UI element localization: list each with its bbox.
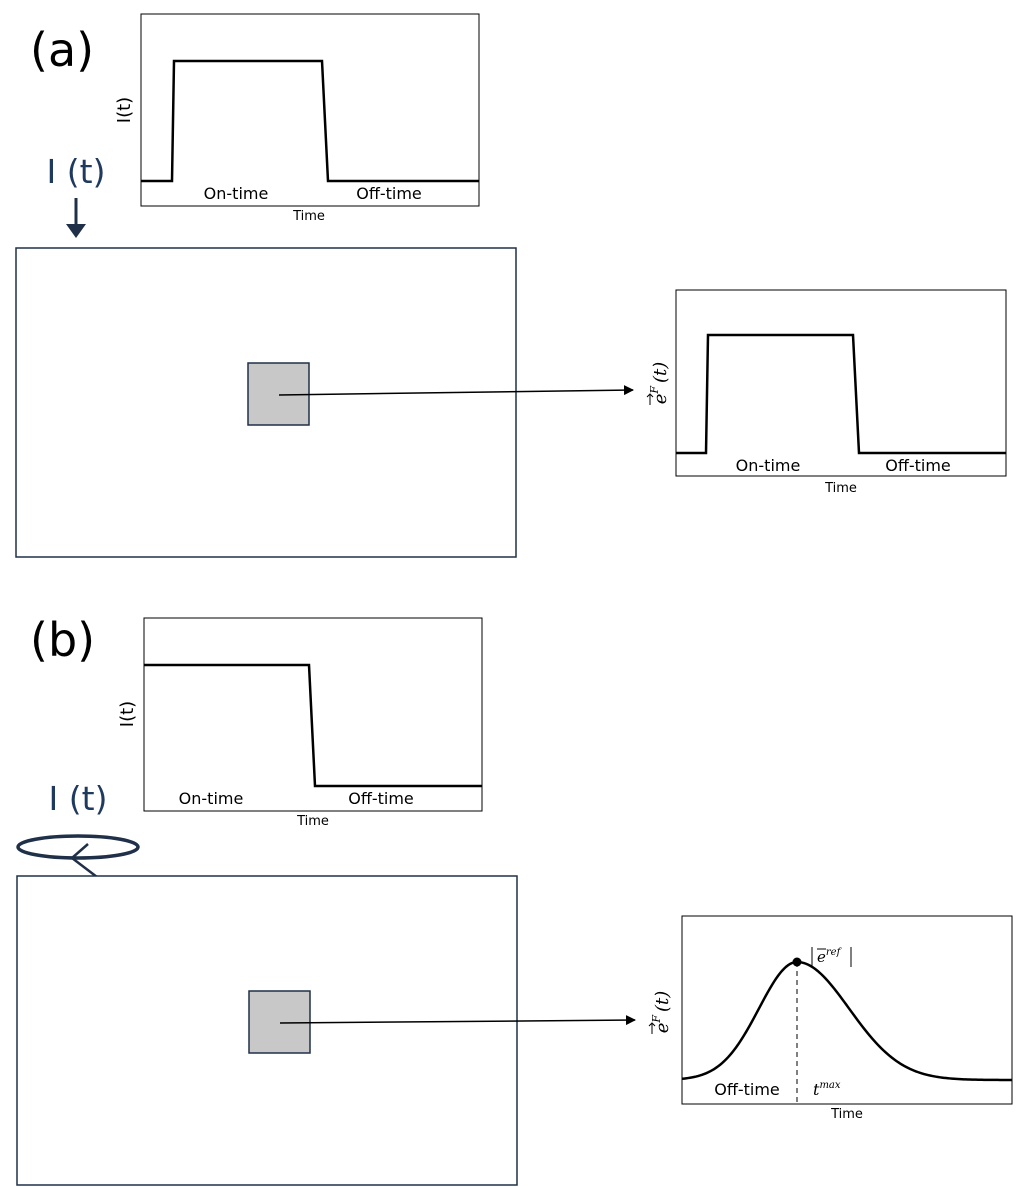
plot-frame (675, 289, 1007, 477)
panel-b-input-plot: On-time Off-time Time I(t) (117, 617, 483, 829)
square-pulse-curve (676, 333, 1006, 455)
y-axis-label: eF(t) (646, 362, 671, 405)
down-arrow-icon (66, 198, 86, 238)
svg-text:eF(t): eF(t) (648, 362, 671, 405)
plot-frame (143, 617, 483, 812)
peak-point (792, 957, 802, 967)
panel-b: (b) On-time Off-time Time I(t) I (t) Of (16, 613, 1013, 1186)
x-axis-label: Time (292, 209, 325, 224)
panel-a-input-plot: On-time Off-time Time I(t) (114, 13, 480, 224)
panel-b-output-plot: Off-time tmax eref Time eF(t) (648, 915, 1013, 1122)
plot-frame (140, 13, 480, 207)
plot-frame (681, 915, 1013, 1105)
off-time-label: Off-time (885, 456, 951, 475)
svg-text:eF(t): eF(t) (650, 991, 673, 1034)
panel-a-output-plot: On-time Off-time Time eF(t) (646, 289, 1007, 496)
on-time-label: On-time (204, 184, 269, 203)
current-label: I (t) (49, 779, 108, 818)
off-time-label: Off-time (348, 789, 414, 808)
peak-label: eref (811, 947, 852, 967)
tmax-label: tmax (813, 1080, 841, 1099)
x-axis-label: Time (824, 481, 857, 496)
output-arrow (279, 1015, 636, 1026)
y-axis-label: I(t) (114, 97, 135, 123)
transmitter-loop-icon (16, 834, 140, 878)
x-axis-label: Time (830, 1107, 863, 1122)
on-time-label: On-time (736, 456, 801, 475)
off-time-label: Off-time (356, 184, 422, 203)
element-square (248, 990, 311, 1054)
svg-text:eref: eref (817, 947, 843, 966)
step-off-curve (144, 663, 482, 788)
x-axis-label: Time (296, 814, 329, 829)
response-curve (681, 960, 1013, 1082)
square-pulse-curve (141, 59, 479, 183)
off-time-label: Off-time (714, 1080, 780, 1099)
panel-b-label: (b) (30, 613, 95, 667)
y-axis-label: I(t) (117, 701, 138, 727)
output-arrow (278, 385, 634, 396)
panel-a: (a) On-time Off-time Time I(t) I (t) On-… (15, 13, 1007, 558)
y-axis-label: eF(t) (648, 991, 673, 1034)
panel-a-label: (a) (30, 23, 94, 77)
current-label: I (t) (47, 152, 106, 191)
on-time-label: On-time (179, 789, 244, 808)
